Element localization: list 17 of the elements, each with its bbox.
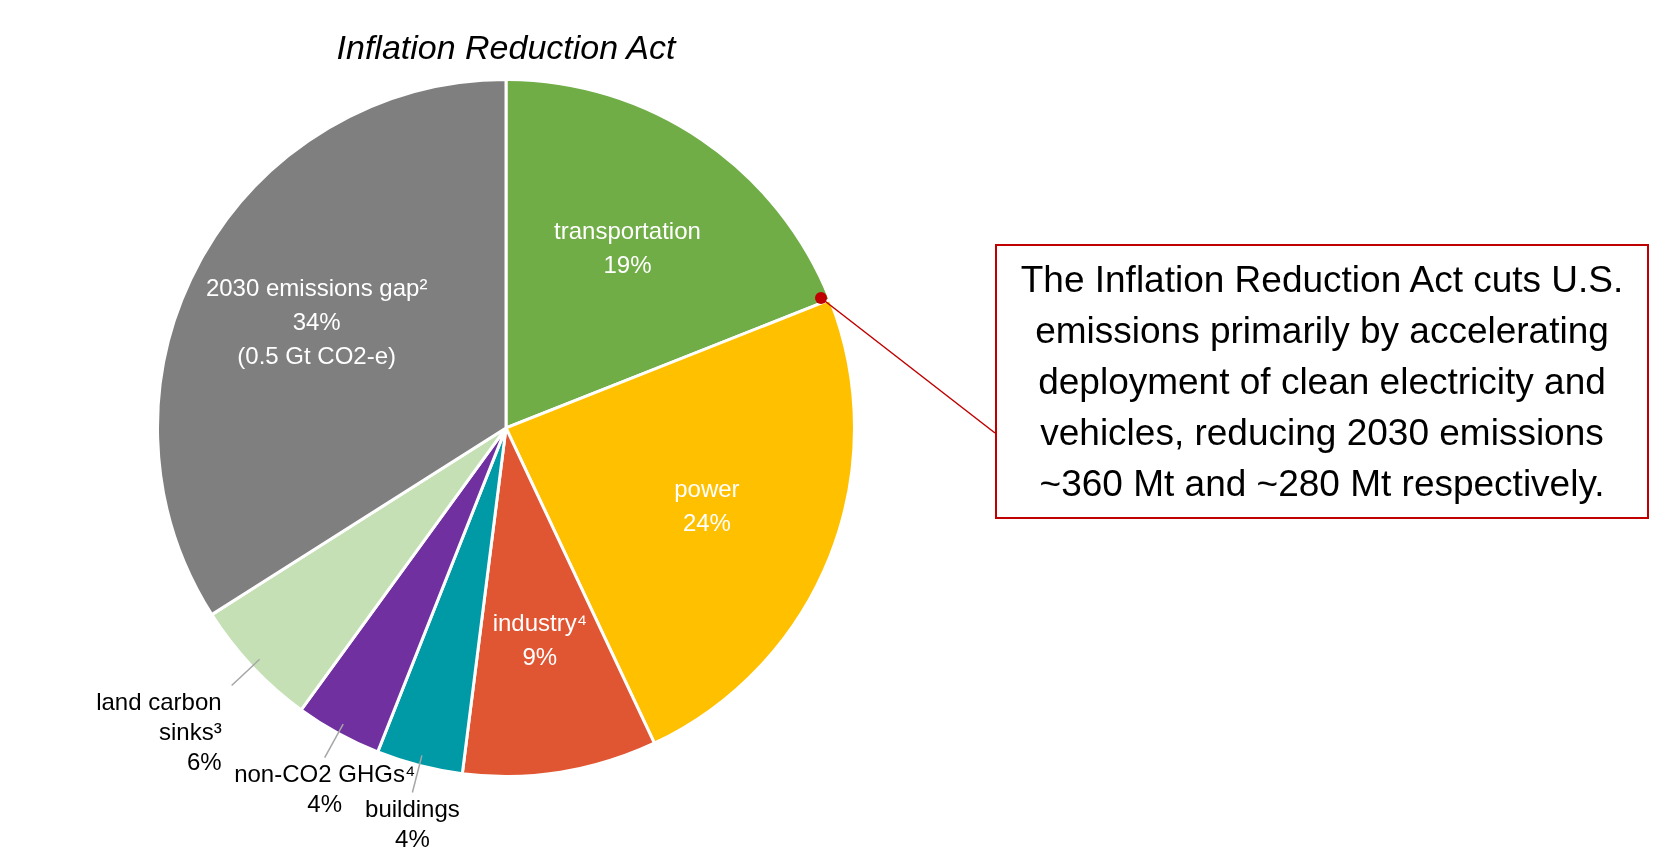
text: The Inflation Reduction Act cuts U.S. emissions primarily by accelerating deployment of clean electricity and vehicles, reducing 2030 emissions ~360 Mt and ~280 Mt respectively. — [995, 244, 1649, 519]
chart-title: Inflation Reduction Act — [336, 27, 678, 66]
slice-label: buildings — [365, 795, 460, 823]
text: (0.5 Gt CO2-e) — [237, 342, 397, 370]
data-label: 4% — [395, 825, 430, 853]
data-label: 24% — [682, 509, 731, 537]
data-label: 34% — [292, 308, 341, 336]
slice-label: land carbon sinks³ — [96, 688, 222, 746]
data-label: 9% — [522, 642, 558, 670]
data-label: 6% — [186, 748, 222, 776]
slice-label: transportation — [554, 216, 701, 244]
slice-label: industry⁴ — [492, 608, 587, 636]
data-label: 19% — [603, 250, 652, 278]
slice-label: power — [674, 475, 740, 503]
data-label: 4% — [307, 790, 343, 818]
slice-label: 2030 emissions gap² — [205, 274, 428, 302]
slice-label: non-CO2 GHGs⁴ — [234, 760, 416, 788]
